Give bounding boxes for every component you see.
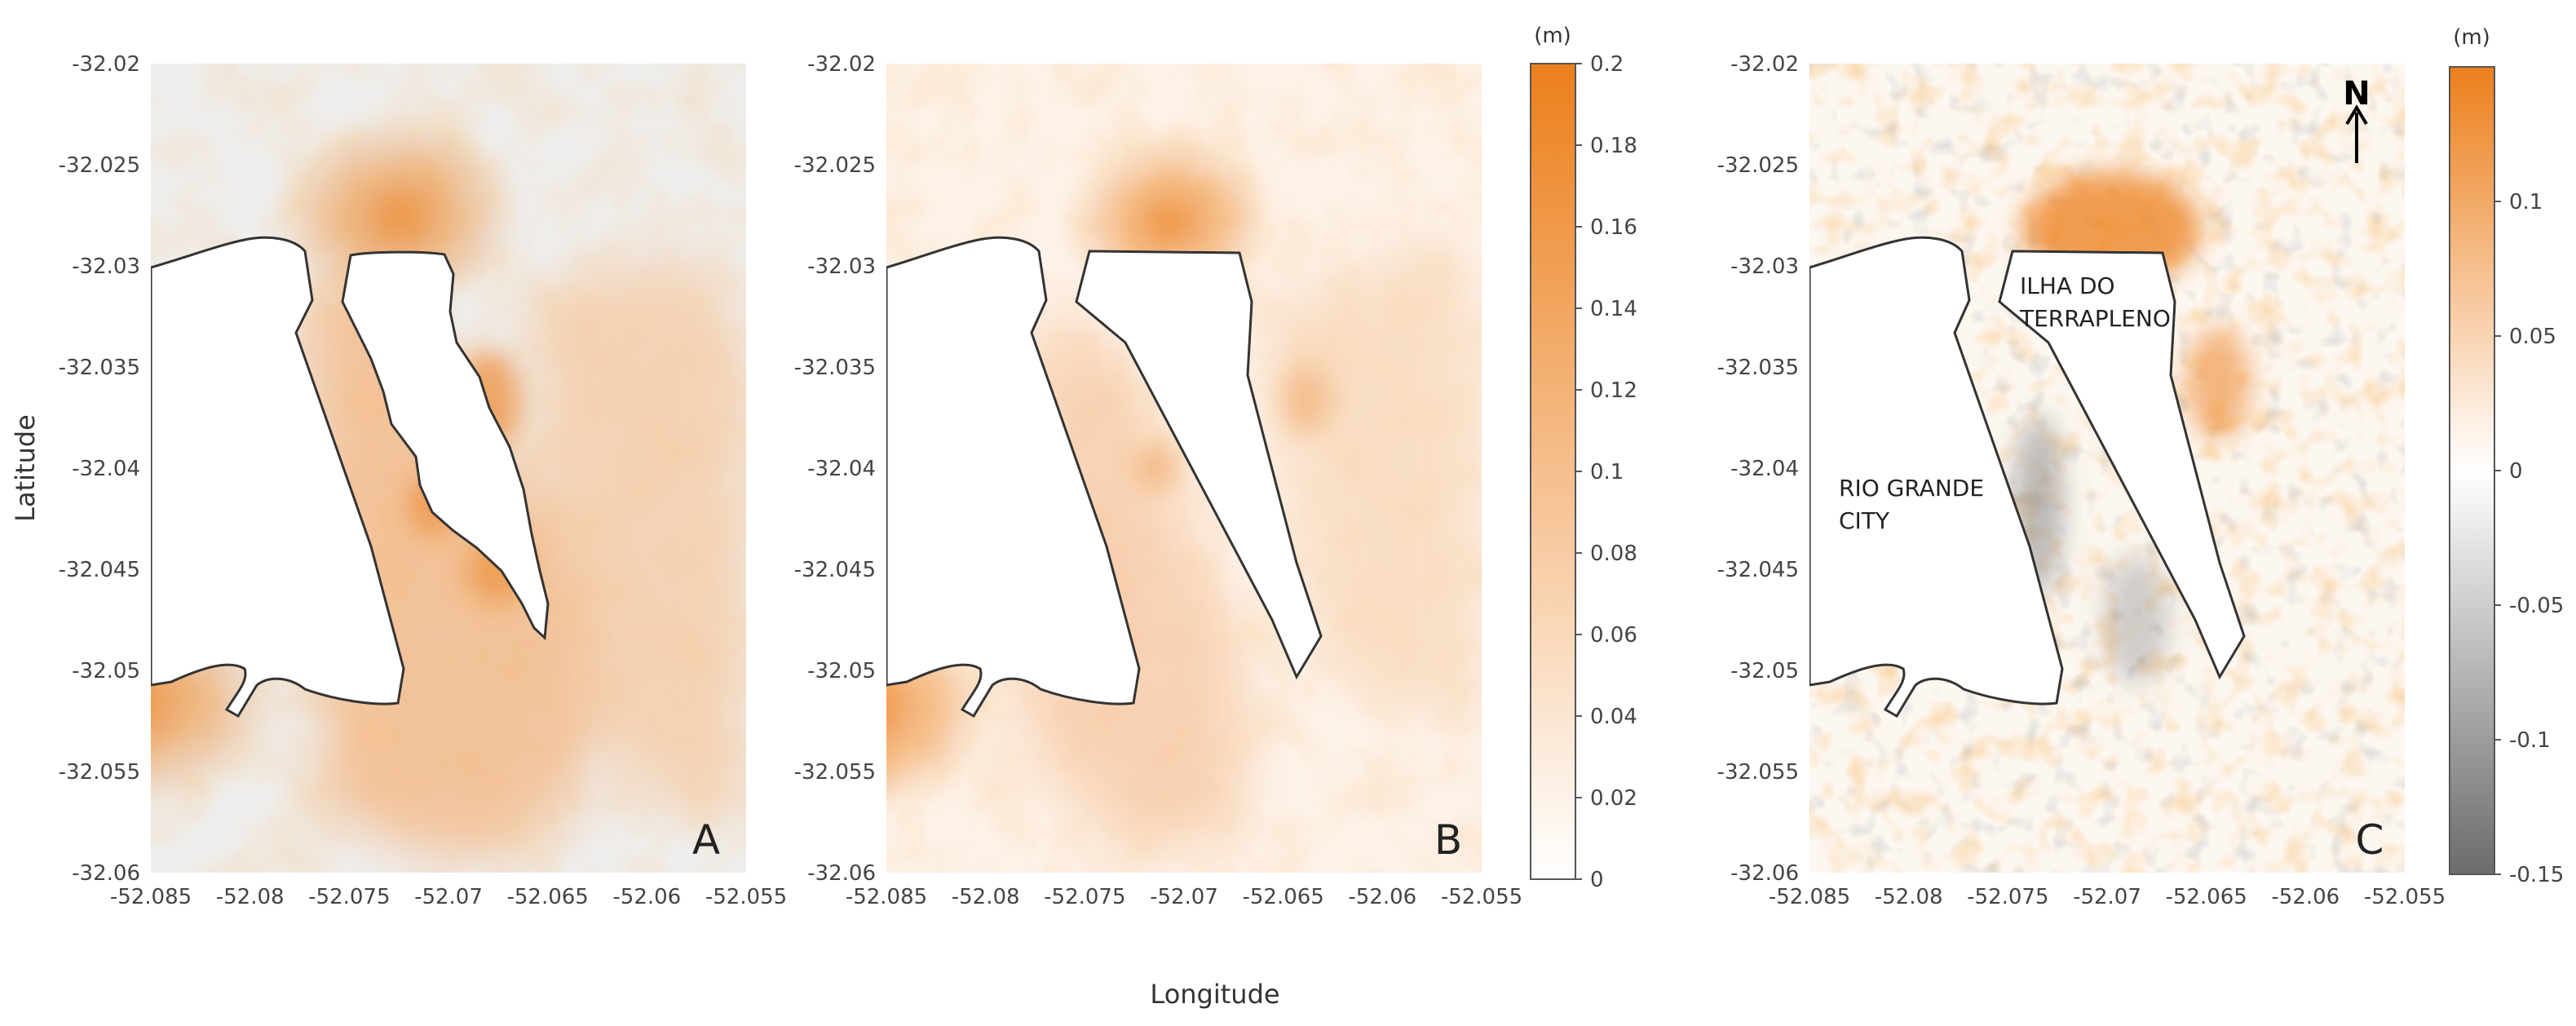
colorbar-c-tick-label: 0 bbox=[2509, 459, 2523, 484]
north-arrowhead-icon bbox=[2345, 104, 2368, 126]
panel-b-letter: B bbox=[1434, 816, 1462, 864]
panel-c-lat-tick-label: -32.02 bbox=[1730, 52, 1799, 77]
panel-a-lat-tick-label: -32.025 bbox=[59, 153, 140, 178]
colorbar-b-ticks: 0.2 0.18 0.16 0.14 0.12 0.1 0.08 0.06 0.04 0.02 0 bbox=[1575, 52, 1637, 892]
island-landmass bbox=[341, 250, 550, 641]
panel-a-lat-tick-label: -32.02 bbox=[72, 52, 140, 77]
panel-b-field bbox=[886, 64, 1482, 873]
colorbar-b-tick-label: 0.02 bbox=[1590, 786, 1637, 811]
panel-c-lon-tick-label: -52.075 bbox=[1967, 885, 2048, 909]
panel-c-lat-tick-label: -32.05 bbox=[1730, 659, 1799, 683]
panel-b-lon-tick-label: -52.06 bbox=[1348, 885, 1416, 909]
panel-c-lat-tick-label: -32.06 bbox=[1730, 861, 1799, 886]
colorbar-c-tick-label: -0.05 bbox=[2509, 594, 2564, 618]
panel-a-lat-tick-label: -32.03 bbox=[72, 254, 140, 279]
panel-b-lat-tick-label: -32.06 bbox=[807, 861, 876, 886]
panel-b-lat-tick-label: -32.03 bbox=[807, 254, 876, 279]
colorbar-b-tick-label: 0 bbox=[1590, 868, 1604, 892]
panel-c-letter: C bbox=[2356, 816, 2384, 864]
panel-a-lat-tick-label: -32.06 bbox=[72, 861, 140, 886]
panel-b-lon-tick-label: -52.08 bbox=[952, 885, 1020, 909]
panel-a-lon-tick-label: -52.065 bbox=[506, 885, 588, 909]
panel-b bbox=[886, 64, 1482, 873]
city-label-line1: RIO GRANDE bbox=[1839, 475, 1984, 502]
panel-a-field bbox=[151, 64, 746, 873]
panel-a-lat-tick-label: -32.035 bbox=[59, 356, 140, 380]
panel-a-lat-tick-label: -32.045 bbox=[59, 558, 140, 582]
colorbar-c-ticks: 0.1 0.05 0 -0.05 -0.1 -0.15 bbox=[2494, 190, 2564, 887]
panel-b-lon-tick-label: -52.065 bbox=[1242, 885, 1323, 909]
y-axis-title: Latitude bbox=[10, 414, 41, 522]
colorbar-c: (m) 0.1 0.05 0 -0.05 -0.1 -0.15 bbox=[2449, 25, 2564, 887]
panel-a-lat-tick-label: -32.055 bbox=[59, 760, 140, 785]
colorbar-b-tick-label: 0.16 bbox=[1590, 215, 1637, 240]
panel-c bbox=[1809, 64, 2405, 873]
city-landmass bbox=[1809, 236, 2064, 719]
panel-a bbox=[151, 64, 746, 873]
panel-b-lon-tick-label: -52.075 bbox=[1044, 885, 1125, 909]
panel-b-lat-tick-label: -32.035 bbox=[794, 356, 876, 380]
colorbar-b-tick-label: 0.18 bbox=[1590, 134, 1637, 158]
panel-a-lat-tick-label: -32.04 bbox=[72, 457, 140, 481]
panel-c-lon-tick-label: -52.085 bbox=[1769, 885, 1850, 909]
colorbar-b-tick-label: 0.04 bbox=[1590, 705, 1637, 729]
city-landmass bbox=[151, 236, 405, 719]
panel-c-lon-tick-label: -52.08 bbox=[1875, 885, 1943, 909]
x-axis-title: Longitude bbox=[1150, 979, 1279, 1010]
panel-a-lat-tick-label: -32.05 bbox=[72, 659, 140, 683]
city-landmass bbox=[886, 236, 1141, 719]
colorbar-c-tick-label: -0.15 bbox=[2509, 863, 2564, 887]
panel-a-lon-tick-label: -52.055 bbox=[705, 885, 787, 909]
panel-b-lon-tick-label: -52.07 bbox=[1150, 885, 1218, 909]
panel-c-lat-tick-label: -32.025 bbox=[1717, 153, 1799, 178]
colorbar-b-unit: (m) bbox=[1534, 24, 1571, 48]
colorbar-c-unit: (m) bbox=[2453, 25, 2490, 50]
island-label-line1: ILHA DO bbox=[2020, 272, 2115, 299]
colorbar-b-tick-label: 0.1 bbox=[1590, 460, 1624, 484]
panel-c-lon-tick-label: -52.06 bbox=[2271, 885, 2340, 909]
colorbar-b-tick-label: 0.14 bbox=[1590, 297, 1637, 321]
panel-c-field bbox=[1809, 64, 2405, 873]
panel-b-lat-tick-label: -32.045 bbox=[794, 558, 876, 582]
colorbar-b: (m) 0.20.180.160.140.120.10.080.060.040.… bbox=[1530, 24, 1637, 892]
panel-c-lat-tick-label: -32.045 bbox=[1717, 558, 1799, 582]
colorbar-b-tick-label: 0.08 bbox=[1590, 542, 1637, 566]
panel-b-lat-tick-label: -32.05 bbox=[807, 659, 876, 683]
panel-a-lon-tick-label: -52.06 bbox=[612, 885, 681, 909]
north-arrow: N bbox=[2343, 75, 2371, 163]
panel-a-letter: A bbox=[692, 816, 720, 864]
panel-a-lon-tick-label: -52.085 bbox=[110, 885, 192, 909]
panel-a-lon-tick-label: -52.08 bbox=[216, 885, 285, 909]
panel-c-lat-tick-label: -32.04 bbox=[1730, 457, 1799, 481]
colorbar-c-tick-label: 0.05 bbox=[2509, 325, 2556, 349]
panel-b-lon-tick-label: -52.085 bbox=[846, 885, 927, 909]
panel-c-lon-tick-label: -52.065 bbox=[2165, 885, 2247, 909]
colorbar-c-tick-label: -0.1 bbox=[2509, 728, 2551, 753]
panel-c-lat-tick-label: -32.035 bbox=[1717, 356, 1799, 380]
island-landmass bbox=[1075, 250, 1323, 680]
panel-b-lat-tick-label: -32.04 bbox=[807, 457, 876, 481]
panel-b-lat-tick-label: -32.02 bbox=[807, 52, 876, 77]
colorbar-b-tick-label: 0.2 bbox=[1590, 52, 1624, 77]
colorbar-b-gradient bbox=[1530, 63, 1576, 880]
panel-c-lon-tick-label: -52.055 bbox=[2364, 885, 2446, 909]
colorbar-c-tick-label: 0.1 bbox=[2509, 190, 2543, 214]
island-landmass bbox=[1998, 250, 2246, 680]
panel-c-lat-tick-label: -32.055 bbox=[1717, 760, 1799, 785]
axes-layer: -32.02 -32.025 -32.03 -32.035 -32.04 -32.045 -… bbox=[59, 52, 2446, 909]
panel-c-lon-tick-label: -52.07 bbox=[2073, 885, 2141, 909]
panel-b-lat-tick-label: -32.025 bbox=[794, 153, 876, 178]
panel-a-lon-tick-label: -52.07 bbox=[414, 885, 483, 909]
island-label-line2: TERRAPLENO bbox=[2019, 305, 2171, 332]
city-label-line2: CITY bbox=[1839, 507, 1890, 534]
panel-a-lon-tick-label: -52.075 bbox=[308, 885, 390, 909]
panel-b-lat-tick-label: -32.055 bbox=[794, 760, 876, 785]
panel-b-lon-tick-label: -52.055 bbox=[1441, 885, 1522, 909]
panel-c-lat-tick-label: -32.03 bbox=[1730, 254, 1799, 279]
colorbar-b-tick-label: 0.12 bbox=[1590, 378, 1637, 403]
colorbar-b-tick-label: 0.06 bbox=[1590, 623, 1637, 648]
colorbar-c-gradient bbox=[2449, 66, 2495, 875]
